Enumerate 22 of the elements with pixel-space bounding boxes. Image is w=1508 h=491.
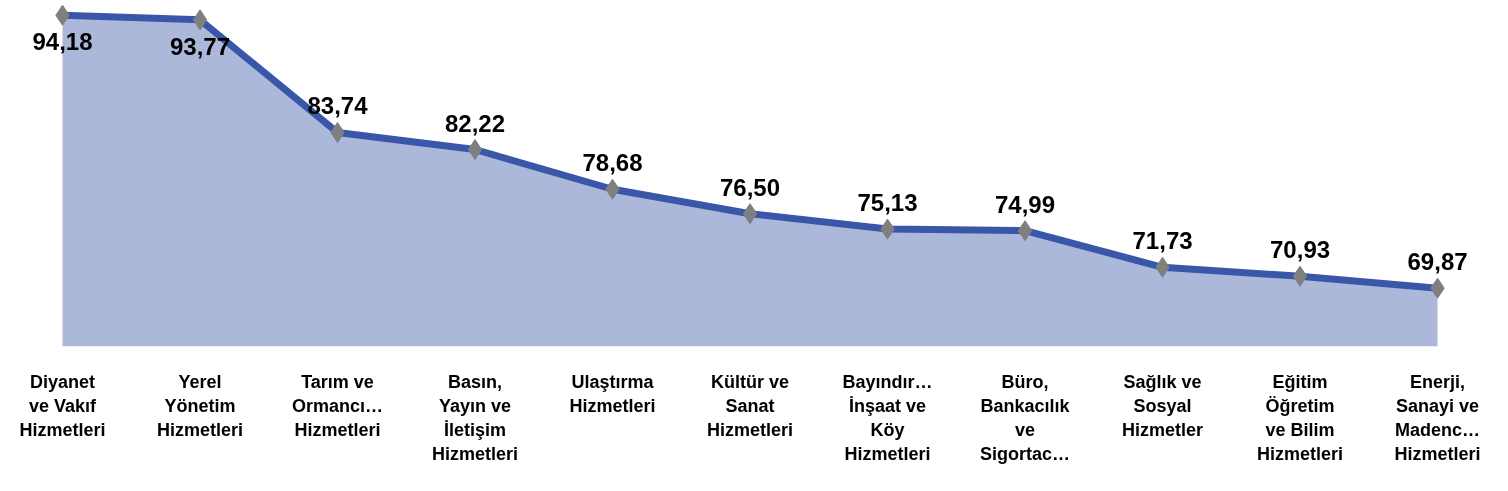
x-tick-label: Diyanet ve Vakıf Hizmetleri <box>19 372 106 441</box>
data-label: 74,99 <box>995 190 1056 218</box>
data-label: 69,87 <box>1407 248 1468 276</box>
data-label: 71,73 <box>1132 227 1193 255</box>
data-label: 78,68 <box>582 149 643 177</box>
data-label: 70,93 <box>1270 236 1331 264</box>
x-tick-label: Büro, Bankacılık ve Sigortac… <box>980 372 1071 465</box>
data-label: 82,22 <box>444 109 506 137</box>
data-label: 93,77 <box>169 32 231 60</box>
x-tick-label: Ulaştırma Hizmetleri <box>569 372 656 417</box>
x-tick-label: Basın, Yayın ve İletişim Hizmetleri <box>432 372 519 465</box>
x-tick-label: Bayındır… İnşaat ve Köy Hizmetleri <box>842 372 933 465</box>
x-tick-label: Kültür ve Sanat Hizmetleri <box>707 372 794 441</box>
x-tick-label: Tarım ve Ormancı… Hizmetleri <box>292 372 384 441</box>
data-label: 94,18 <box>32 28 93 56</box>
x-tick-label: Eğitim Öğretim ve Bilim Hizmetleri <box>1257 372 1344 465</box>
data-label: 75,13 <box>857 189 918 217</box>
data-label: 83,74 <box>307 92 369 120</box>
x-tick-label: Sağlık ve Sosyal Hizmetler <box>1122 372 1204 441</box>
x-tick-label: Enerji, Sanayi ve Madenc… Hizmetleri <box>1394 372 1481 465</box>
x-tick-label: Yerel Yönetim Hizmetleri <box>157 372 244 441</box>
data-label: 76,50 <box>720 173 781 201</box>
